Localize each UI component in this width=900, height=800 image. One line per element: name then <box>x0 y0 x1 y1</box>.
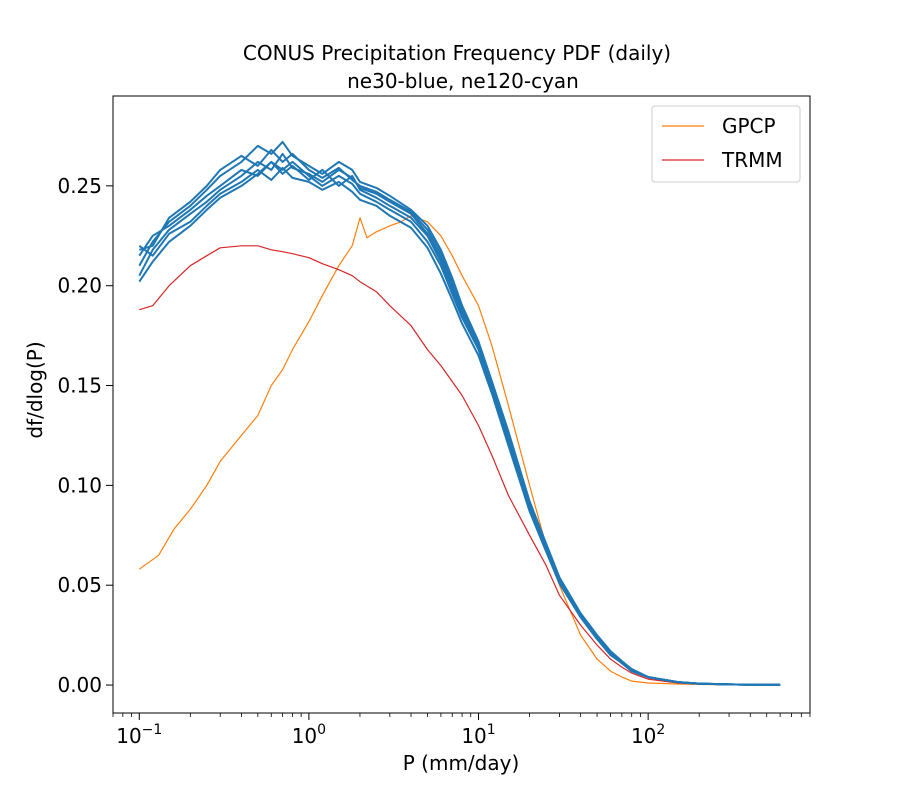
x-tick-label-base: 10 <box>631 724 656 748</box>
y-tick-label: 0.00 <box>57 673 102 697</box>
y-tick-label: 0.25 <box>57 174 102 198</box>
chart-subtitle: ne30-blue, ne120-cyan <box>347 69 579 93</box>
x-tick-label-base: 10 <box>292 724 317 748</box>
x-tick-label-exponent: 0 <box>317 722 326 738</box>
x-tick-label-base: 10 <box>116 724 141 748</box>
x-tick-label-base: 10 <box>461 724 486 748</box>
series-line-ne30-run-2 <box>138 140 781 686</box>
x-tick-label: 10−1 <box>116 722 162 748</box>
x-axis-label: P (mm/day) <box>403 751 520 775</box>
x-tick-label: 102 <box>631 722 665 748</box>
series-line-ne30-run-1 <box>138 152 781 686</box>
legend-box <box>651 105 801 183</box>
x-tick-label-exponent: −1 <box>142 722 163 738</box>
axes <box>112 95 811 714</box>
plot-frame <box>112 95 811 714</box>
series-line-ne30-run-3 <box>138 160 781 686</box>
legend: GPCP TRMM <box>651 105 801 183</box>
legend-label-trmm: TRMM <box>721 148 783 172</box>
y-axis-label: df/dlog(P) <box>23 341 47 438</box>
x-tick-label: 100 <box>292 722 326 748</box>
x-tick-label-exponent: 2 <box>656 722 665 738</box>
y-tick-label: 0.15 <box>57 374 102 398</box>
x-tick-label: 101 <box>461 722 495 748</box>
y-axis-ticks: 0.00 0.05 0.10 0.15 0.20 0.25 <box>57 174 113 697</box>
series-layer <box>138 140 781 686</box>
series-line-gpcp <box>138 215 781 686</box>
y-tick-label: 0.10 <box>57 473 102 497</box>
series-line-ne30-run-5 <box>138 160 781 686</box>
legend-label-gpcp: GPCP <box>722 114 776 138</box>
y-tick-label: 0.05 <box>57 573 102 597</box>
y-tick-label: 0.20 <box>57 274 102 298</box>
x-tick-label-exponent: 1 <box>487 722 496 738</box>
series-line-ne30-run-6 <box>139 148 781 686</box>
series-line-ne30-run-4 <box>138 166 781 686</box>
x-axis-ticks: 10−1 100 101 102 <box>112 713 811 748</box>
chart-title: CONUS Precipitation Frequency PDF (daily… <box>243 41 671 65</box>
series-line-trmm <box>139 245 781 686</box>
